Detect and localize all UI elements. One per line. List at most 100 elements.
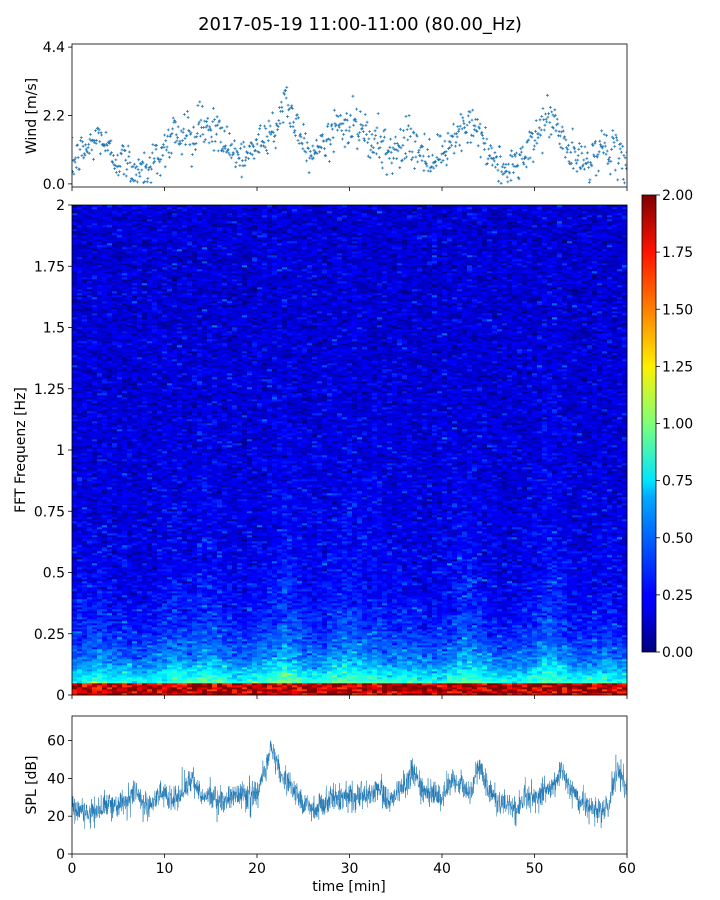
spectrogram-cell [77,601,82,603]
spectrogram-cell [157,461,162,463]
spectrogram-cell [117,273,122,275]
spectrogram-cell [97,633,102,635]
spectrogram-cell [92,215,97,217]
spectrogram-cell [122,349,127,351]
spectrogram-cell [157,691,162,693]
spectrogram-cell [72,591,77,593]
spectrogram-cell [162,307,167,309]
spectrogram-cell [112,437,117,439]
spectrogram-cell [157,633,162,635]
spectrogram-cell [82,655,87,657]
spectrogram-cell [92,687,97,689]
spectrogram-cell [152,299,157,301]
spectrogram-cell [72,681,77,683]
spectrogram-cell [137,635,142,637]
spectrogram-cell [127,277,132,279]
spectrogram-cell [152,331,157,333]
spectrogram-cell [142,245,147,247]
spectrogram-cell [112,533,117,535]
spectrogram-cell [107,645,112,647]
spectrogram-cell [107,525,112,527]
spectrogram-cell [77,229,82,231]
spectrogram-cell [137,437,142,439]
spectrogram-cell [112,251,117,253]
spectrogram-cell [92,355,97,357]
spectrogram-cell [127,369,132,371]
spectrogram-cell [102,539,107,541]
spectrogram-cell [127,649,132,651]
spectrogram-cell [127,223,132,225]
spectrogram-cell [102,613,107,615]
spectrogram-cell [127,263,132,265]
spectrogram-cell [122,663,127,665]
spectrogram-cell [147,507,152,509]
spectrogram-cell [147,449,152,451]
spectrogram-cell [92,603,97,605]
spectrogram-cell [107,245,112,247]
spectrogram-cell [142,291,147,293]
spectrogram-cell [72,539,77,541]
spectrogram-cell [82,431,87,433]
spectrogram-cell [157,663,162,665]
spectrogram-cell [112,623,117,625]
spectrogram-cell [72,667,77,669]
spectrogram-cell [112,263,117,265]
spectrogram-cell [162,349,167,351]
spectrogram-cell [112,369,117,371]
spectrogram-cell [72,259,77,261]
spectrogram-cell [112,605,117,607]
spectrogram-cell [112,431,117,433]
spectrogram-cell [92,681,97,683]
spectrogram-cell [127,455,132,457]
spectrogram-cell [122,391,127,393]
spectrogram-cell [172,579,177,581]
spectrogram-cell [112,547,117,549]
spectrogram-cell [132,551,137,553]
spectrogram-cell [82,355,87,357]
spectrogram-cell [147,375,152,377]
spectrogram-cell [117,647,122,649]
spectrogram-cell [127,259,132,261]
spectrogram-cell [157,327,162,329]
spectrogram-cell [157,317,162,319]
spectrogram-cell [72,229,77,231]
spectrogram-cell [132,621,137,623]
spectrogram-cell [117,219,122,221]
spectrogram-cell [117,371,122,373]
spectrogram-cell [127,397,132,399]
spectrogram-cell [102,259,107,261]
spectrogram-cell [87,307,92,309]
spectrogram-cell [172,595,177,597]
spectrogram-cell [87,575,92,577]
spectrogram-cell [142,649,147,651]
spectrogram-cell [77,575,82,577]
spectrogram-cell [117,329,122,331]
spectrogram-cell [127,435,132,437]
spectrogram-cell [122,453,127,455]
spectrogram-cell [72,371,77,373]
spectrogram-cell [132,611,137,613]
spectrogram-cell [92,213,97,215]
spectrogram-cell [97,437,102,439]
spectrogram-cell [167,649,172,651]
spectrogram-cell [72,519,77,521]
spectrogram-cell [97,281,102,283]
spectrogram-cell [117,325,122,327]
spectrogram-cell [77,211,82,213]
spectrogram-cell [112,343,117,345]
spectrogram-cell [157,213,162,215]
spectrogram-cell [142,585,147,587]
spectrogram-cell [92,441,97,443]
spectrogram-cell [102,651,107,653]
spectrogram-cell [102,437,107,439]
spectrogram-cell [147,431,152,433]
spectrogram-cell [122,363,127,365]
spectrogram-cell [162,533,167,535]
spectrogram-cell [117,523,122,525]
spectrogram-cell [77,511,82,513]
spectrogram-cell [152,681,157,683]
spectrogram-cell [167,565,172,567]
spectrogram-cell [137,583,142,585]
spectrogram-cell [132,579,137,581]
spectrogram-cell [152,621,157,623]
